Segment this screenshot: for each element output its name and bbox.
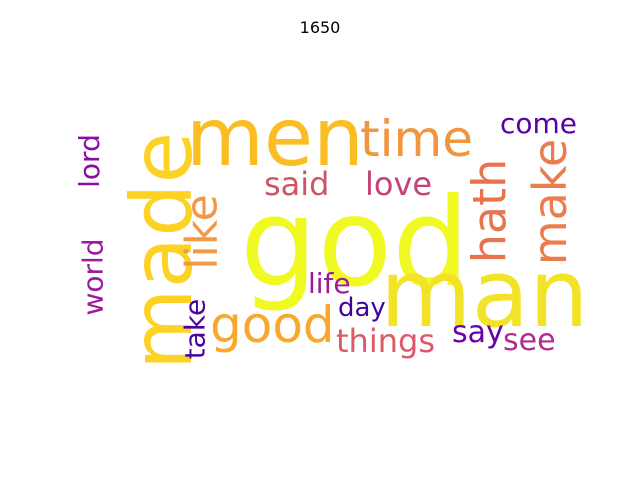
word-things: things [336,322,435,360]
word-day: day [338,293,386,323]
word-love: love [365,165,433,203]
word-like: like [176,194,228,270]
word-life: life [308,267,351,300]
word-world: world [76,238,110,316]
word-man: man [380,240,589,349]
word-god: god [240,172,470,314]
word-hath: hath [462,158,517,264]
word-see: see [503,323,556,358]
word-cloud-title: 1650 [299,18,341,37]
word-take: take [178,298,212,360]
word-said: said [264,165,330,203]
word-make: make [523,138,578,266]
word-good: good [210,296,335,354]
word-come: come [500,107,578,140]
word-time: time [360,110,473,168]
word-say: say [452,315,504,350]
word-men: men [186,91,364,184]
word-lord: lord [72,134,106,188]
